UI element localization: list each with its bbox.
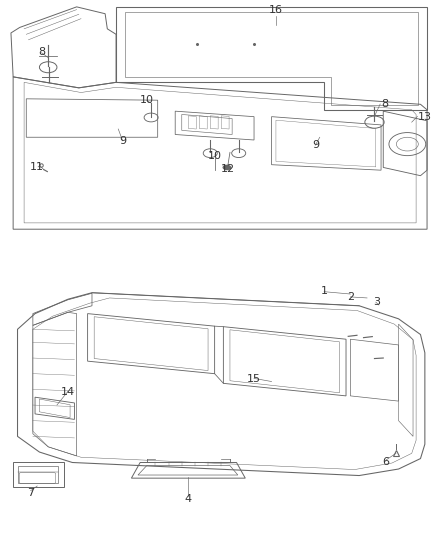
Text: 12: 12 bbox=[221, 164, 235, 174]
Text: 9: 9 bbox=[312, 141, 319, 150]
Text: 11: 11 bbox=[30, 163, 44, 173]
Text: 8: 8 bbox=[38, 47, 45, 57]
Text: 9: 9 bbox=[119, 136, 126, 147]
Text: 2: 2 bbox=[347, 292, 354, 302]
Text: 16: 16 bbox=[269, 5, 283, 15]
Text: 8: 8 bbox=[381, 99, 388, 109]
Circle shape bbox=[223, 165, 231, 170]
Text: 1: 1 bbox=[321, 286, 328, 296]
Text: 14: 14 bbox=[61, 387, 75, 397]
Text: 6: 6 bbox=[382, 457, 389, 467]
Text: 13: 13 bbox=[418, 111, 432, 122]
Text: 10: 10 bbox=[140, 95, 154, 105]
Text: 7: 7 bbox=[27, 488, 34, 497]
Text: 3: 3 bbox=[373, 297, 380, 307]
Text: 15: 15 bbox=[247, 374, 261, 384]
Text: 10: 10 bbox=[208, 151, 222, 161]
Text: 4: 4 bbox=[185, 494, 192, 504]
